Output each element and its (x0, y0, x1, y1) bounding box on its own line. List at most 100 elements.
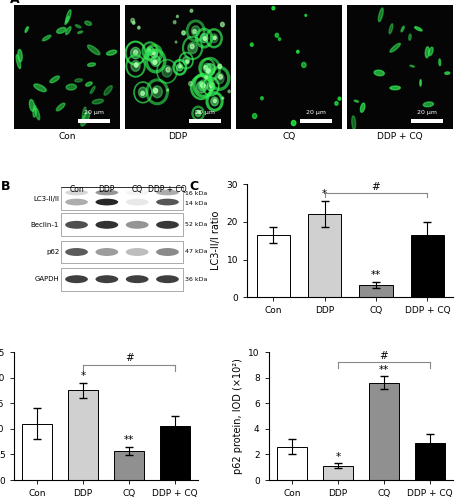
Circle shape (138, 26, 140, 29)
Circle shape (185, 60, 188, 63)
FancyBboxPatch shape (61, 240, 183, 264)
Circle shape (141, 92, 144, 96)
Ellipse shape (420, 80, 421, 86)
Circle shape (179, 65, 181, 68)
Ellipse shape (50, 76, 60, 82)
Ellipse shape (390, 44, 400, 52)
Circle shape (151, 50, 158, 58)
Text: #: # (371, 182, 380, 192)
Circle shape (166, 68, 170, 72)
Ellipse shape (354, 100, 359, 102)
Circle shape (272, 6, 275, 10)
Circle shape (190, 10, 193, 12)
Text: DDP: DDP (98, 185, 115, 194)
Circle shape (302, 62, 306, 68)
Text: 47 kDa: 47 kDa (185, 250, 207, 254)
Ellipse shape (16, 55, 21, 68)
Text: *: * (81, 371, 86, 381)
Circle shape (200, 82, 204, 86)
Ellipse shape (439, 59, 441, 66)
Circle shape (213, 99, 216, 102)
Ellipse shape (85, 21, 92, 25)
Text: **: ** (379, 365, 389, 375)
Bar (22, 424, 52, 480)
Bar (411, 235, 444, 298)
Circle shape (132, 22, 135, 25)
FancyBboxPatch shape (61, 188, 183, 210)
Circle shape (222, 97, 224, 99)
Y-axis label: p62 protein, IOD (×10²): p62 protein, IOD (×10²) (233, 358, 243, 474)
Ellipse shape (92, 99, 104, 104)
Ellipse shape (87, 45, 100, 55)
Text: #: # (125, 354, 133, 364)
Bar (256, 235, 290, 298)
Circle shape (153, 60, 157, 64)
Circle shape (213, 36, 216, 40)
Circle shape (175, 41, 177, 43)
Text: LC3-II/II: LC3-II/II (33, 196, 59, 202)
Ellipse shape (29, 100, 34, 112)
Ellipse shape (104, 86, 112, 96)
Text: A: A (10, 0, 19, 6)
Circle shape (261, 96, 263, 100)
Ellipse shape (76, 24, 81, 28)
FancyBboxPatch shape (61, 268, 183, 290)
Ellipse shape (156, 221, 179, 229)
Circle shape (228, 90, 230, 92)
Text: B: B (1, 180, 10, 192)
Ellipse shape (90, 86, 95, 94)
Circle shape (291, 120, 296, 126)
Ellipse shape (82, 107, 86, 120)
Ellipse shape (95, 248, 118, 256)
Text: 20 μm: 20 μm (195, 110, 215, 115)
Circle shape (182, 31, 185, 35)
Text: DDP + CQ: DDP + CQ (148, 185, 187, 194)
Circle shape (201, 84, 205, 88)
Circle shape (195, 110, 201, 116)
Circle shape (210, 84, 213, 87)
Ellipse shape (107, 50, 117, 55)
Ellipse shape (126, 190, 148, 196)
Ellipse shape (423, 102, 434, 107)
Circle shape (134, 50, 137, 54)
Ellipse shape (389, 24, 393, 34)
Ellipse shape (75, 78, 82, 82)
Circle shape (190, 44, 194, 48)
Ellipse shape (95, 221, 118, 229)
Ellipse shape (57, 28, 66, 34)
Ellipse shape (65, 275, 88, 283)
Text: p62: p62 (46, 249, 59, 255)
Text: 20 μm: 20 μm (306, 110, 326, 115)
Ellipse shape (429, 47, 433, 56)
Circle shape (215, 73, 224, 84)
Ellipse shape (126, 275, 148, 283)
Circle shape (211, 97, 218, 106)
Circle shape (204, 66, 207, 70)
Circle shape (183, 56, 190, 64)
Ellipse shape (95, 198, 118, 205)
Circle shape (252, 114, 257, 118)
Ellipse shape (65, 198, 88, 205)
Ellipse shape (414, 26, 422, 31)
Bar (277, 447, 307, 480)
Ellipse shape (65, 221, 88, 229)
Circle shape (138, 87, 147, 98)
Ellipse shape (65, 248, 88, 256)
Text: *: * (322, 189, 327, 199)
Ellipse shape (18, 50, 22, 62)
Text: 14 kDa: 14 kDa (185, 201, 207, 206)
Circle shape (193, 30, 196, 34)
Bar (359, 285, 393, 298)
Circle shape (278, 38, 281, 40)
Circle shape (199, 80, 208, 91)
Circle shape (131, 48, 141, 59)
Circle shape (207, 82, 215, 91)
Ellipse shape (95, 190, 118, 196)
Ellipse shape (378, 8, 383, 22)
Ellipse shape (126, 198, 148, 205)
Bar (369, 383, 399, 480)
Circle shape (147, 48, 151, 52)
Ellipse shape (390, 86, 400, 90)
Ellipse shape (126, 248, 148, 256)
Text: 16 kDa: 16 kDa (185, 192, 207, 196)
